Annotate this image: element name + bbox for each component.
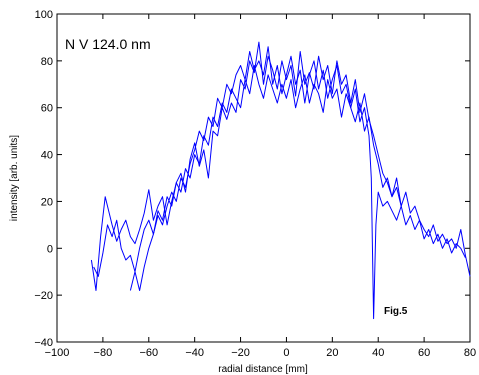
y-tick-label: 0 — [47, 243, 53, 255]
figure-label: Fig.5 — [384, 306, 408, 317]
x-tick-label: −80 — [94, 347, 113, 359]
x-tick-label: −40 — [185, 347, 204, 359]
x-tick-label: −20 — [231, 347, 250, 359]
series-annotation: N V 124.0 nm — [65, 36, 151, 52]
ticks-layer: −100 −80 −60 −40 −20 0 20 40 60 80 −40 −20 0 20 40 60 80… — [34, 9, 476, 359]
x-tick-label: 80 — [464, 347, 476, 359]
series-line-2 — [93, 46, 466, 320]
x-tick-label: −60 — [139, 347, 158, 359]
series-layer — [90, 41, 471, 320]
y-tick-label: 40 — [41, 150, 53, 162]
y-tick-label: 60 — [41, 103, 53, 115]
x-tick-label: 60 — [418, 347, 430, 359]
x-tick-label: 20 — [326, 347, 338, 359]
x-tick-label: 0 — [283, 347, 289, 359]
y-tick-label: −20 — [34, 290, 53, 302]
y-tick-label: −40 — [34, 337, 53, 349]
plot-area — [56, 13, 471, 343]
y-axis-label: intensity [arb. units] — [9, 135, 20, 221]
y-tick-label: 20 — [41, 196, 53, 208]
x-tick-label: 40 — [372, 347, 384, 359]
y-tick-label: 80 — [41, 56, 53, 68]
x-axis-label: radial distance [mm] — [218, 364, 308, 375]
x-tick-label: −100 — [45, 347, 70, 359]
series-line-3 — [129, 65, 402, 291]
series-line-1 — [90, 41, 471, 291]
y-tick-label: 100 — [35, 9, 53, 21]
